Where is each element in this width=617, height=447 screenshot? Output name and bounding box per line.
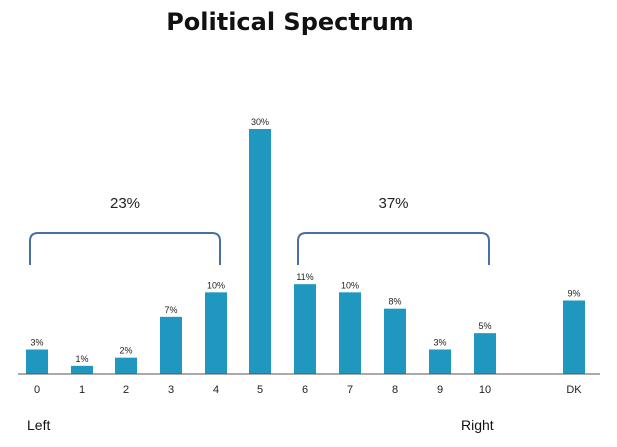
group-bracket [29, 232, 221, 265]
bar [384, 308, 406, 374]
bar [563, 300, 585, 374]
chart-title: Political Spectrum [166, 8, 414, 36]
data-label: 2% [119, 346, 132, 356]
bar [249, 129, 271, 374]
bar [339, 292, 361, 374]
data-label: 7% [164, 305, 177, 315]
bar [474, 333, 496, 374]
data-label: 10% [207, 280, 225, 290]
x-tick-label: 0 [34, 384, 40, 396]
data-label: 10% [341, 280, 359, 290]
x-tick-label: DK [566, 384, 582, 396]
data-labels-layer: 3% 1% 2% 7% 10% 30% 11% 10% 8% 3% 5% 9% [30, 117, 580, 364]
x-tick-label: 2 [123, 384, 129, 396]
right-end-label: Right [461, 417, 494, 433]
group-percentage-label: 23% [110, 195, 140, 212]
x-tick-label: 7 [347, 384, 353, 396]
x-tick-labels-layer: 0 1 2 3 4 5 6 7 8 9 10 DK [34, 384, 582, 396]
bar [71, 365, 93, 374]
left-end-label: Left [27, 417, 50, 433]
group-bracket [297, 232, 490, 265]
bar [26, 349, 48, 374]
x-tick-label: 3 [168, 384, 174, 396]
data-label: 3% [433, 338, 446, 348]
x-tick-label: 8 [392, 384, 398, 396]
x-tick-label: 4 [213, 384, 219, 396]
bar [205, 292, 227, 374]
bar [294, 284, 316, 374]
x-tick-label: 5 [257, 384, 263, 396]
bar [160, 316, 182, 374]
x-tick-label: 9 [437, 384, 443, 396]
data-label: 30% [251, 117, 269, 127]
data-label: 9% [567, 289, 580, 299]
group-brackets-layer: 23% 37% [29, 195, 490, 265]
data-label: 3% [30, 338, 43, 348]
group-percentage-label: 37% [378, 195, 408, 212]
x-tick-label: 6 [302, 384, 308, 396]
bar [115, 357, 137, 374]
data-label: 11% [296, 272, 313, 282]
data-label: 1% [75, 354, 88, 364]
x-tick-label: 10 [479, 384, 491, 396]
data-label: 8% [388, 297, 401, 307]
data-label: 5% [478, 321, 491, 331]
bar [429, 349, 451, 374]
x-tick-label: 1 [79, 384, 85, 396]
bars-layer [26, 129, 585, 374]
